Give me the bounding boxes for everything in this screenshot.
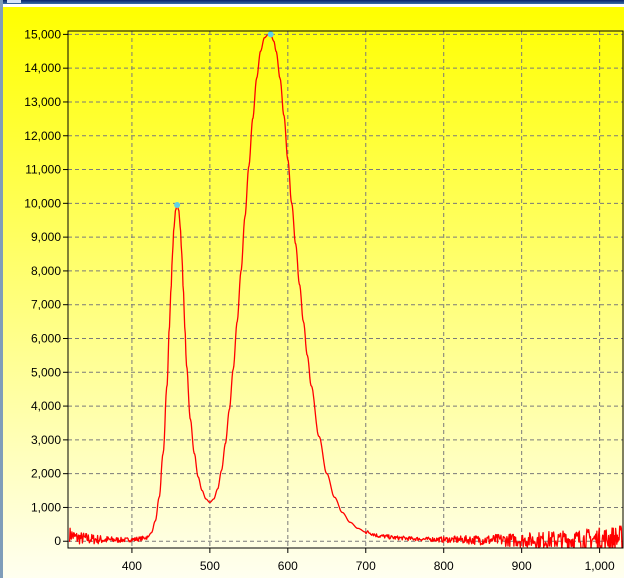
y-tick-label: 2,000 <box>31 467 61 481</box>
y-tick-label: 0 <box>54 534 61 548</box>
x-tick-label: 400 <box>122 559 142 573</box>
x-tick-label: 500 <box>200 559 220 573</box>
series-line <box>68 33 623 548</box>
y-tick-label: 7,000 <box>31 298 61 312</box>
x-tick-label: 1,000 <box>585 559 615 573</box>
y-tick-label: 11,000 <box>25 163 61 177</box>
window-title-bar <box>3 0 624 4</box>
x-tick-label: 800 <box>434 559 454 573</box>
y-tick-label: 5,000 <box>31 365 61 379</box>
x-tick-label: 900 <box>512 559 532 573</box>
y-tick-label: 14,000 <box>24 61 61 75</box>
grid <box>68 31 623 548</box>
y-tick-label: 4,000 <box>31 399 61 413</box>
y-tick-label: 10,000 <box>24 196 61 210</box>
y-tick-label: 1,000 <box>31 500 61 514</box>
y-tick-label: 13,000 <box>24 95 61 109</box>
y-tick-label: 8,000 <box>31 264 61 278</box>
plot-frame <box>67 30 624 549</box>
y-tick-label: 15,000 <box>24 27 61 41</box>
chart-background <box>3 7 624 578</box>
peak-marker[interactable] <box>267 31 274 38</box>
y-tick-label: 6,000 <box>31 331 61 345</box>
x-tick-label: 600 <box>278 559 298 573</box>
peak-markers <box>174 31 274 209</box>
window-icon <box>7 0 21 3</box>
y-tick-label: 3,000 <box>31 433 61 447</box>
x-tick-label: 700 <box>356 559 376 573</box>
y-tick-label: 12,000 <box>24 129 61 143</box>
y-axis: 0 1,000 2,000 3,000 4,000 5,000 6,000 7,000 8,00… <box>24 27 68 548</box>
peak-marker[interactable] <box>174 202 181 209</box>
y-tick-label: 9,000 <box>31 230 61 244</box>
x-axis: 400 500 600 700 800 900 1,000 <box>122 548 615 573</box>
series-line-group <box>68 33 623 548</box>
spectrum-chart: 0 1,000 2,000 3,000 4,000 5,000 6,000 7,000 8,00… <box>3 7 624 578</box>
